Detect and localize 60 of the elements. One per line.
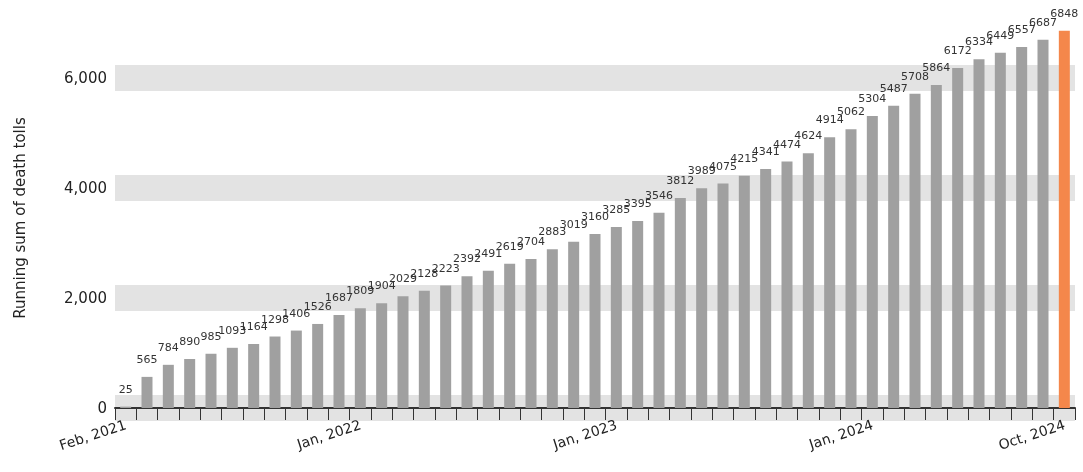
bar <box>162 364 174 408</box>
bar <box>1037 39 1049 408</box>
y-axis-title: Running sum of death tolls <box>10 117 29 319</box>
bar <box>290 330 302 408</box>
bar <box>226 347 238 408</box>
bar <box>205 353 217 408</box>
bar <box>717 183 729 408</box>
y-tick-label: 6,000 <box>64 68 107 87</box>
bar <box>952 68 964 408</box>
bar <box>248 343 260 408</box>
bar <box>866 115 878 408</box>
bar <box>525 259 537 408</box>
bar <box>312 323 324 408</box>
bar <box>461 276 473 408</box>
bar <box>824 137 836 408</box>
bar <box>632 221 644 408</box>
data-label: 25 <box>118 382 133 396</box>
bar <box>482 270 494 408</box>
bar <box>696 188 708 408</box>
data-label: 3812 <box>666 174 695 188</box>
data-label: 890 <box>179 334 201 348</box>
bar <box>397 296 409 408</box>
data-label: 784 <box>157 340 179 354</box>
bar <box>1016 46 1028 408</box>
bar <box>845 129 857 408</box>
x-tick-label: Feb, 2021 <box>57 416 129 454</box>
bar <box>653 212 665 408</box>
y-tick-label: 0 <box>97 399 107 417</box>
bar <box>440 285 452 408</box>
x-tick-label: Jan, 2022 <box>294 416 363 453</box>
bar <box>610 227 622 408</box>
bar <box>184 358 196 408</box>
bar <box>589 233 601 408</box>
bar <box>546 249 558 408</box>
bar <box>760 168 772 408</box>
bar <box>994 52 1006 408</box>
bar <box>504 263 516 408</box>
y-tick-label: 2,000 <box>64 288 107 307</box>
bar <box>418 290 430 408</box>
bar <box>781 161 793 408</box>
bar <box>141 376 153 408</box>
bar <box>930 85 942 408</box>
x-tick-label: Oct, 2024 <box>996 416 1067 453</box>
bar <box>973 59 985 408</box>
bar <box>888 105 900 408</box>
bar <box>269 336 281 408</box>
x-tick-label: Jan, 2023 <box>550 416 619 453</box>
bar <box>376 303 388 408</box>
bar <box>802 153 814 408</box>
bar <box>909 93 921 408</box>
y-tick-label: 4,000 <box>64 178 107 197</box>
data-label: 565 <box>136 352 158 366</box>
bar <box>354 308 366 408</box>
bar <box>568 241 580 408</box>
data-label: 985 <box>200 329 222 343</box>
bar <box>674 198 686 408</box>
bar <box>1058 30 1070 408</box>
bar <box>333 315 345 408</box>
x-tick-label: Jan, 2024 <box>806 416 875 453</box>
bar <box>738 175 750 408</box>
